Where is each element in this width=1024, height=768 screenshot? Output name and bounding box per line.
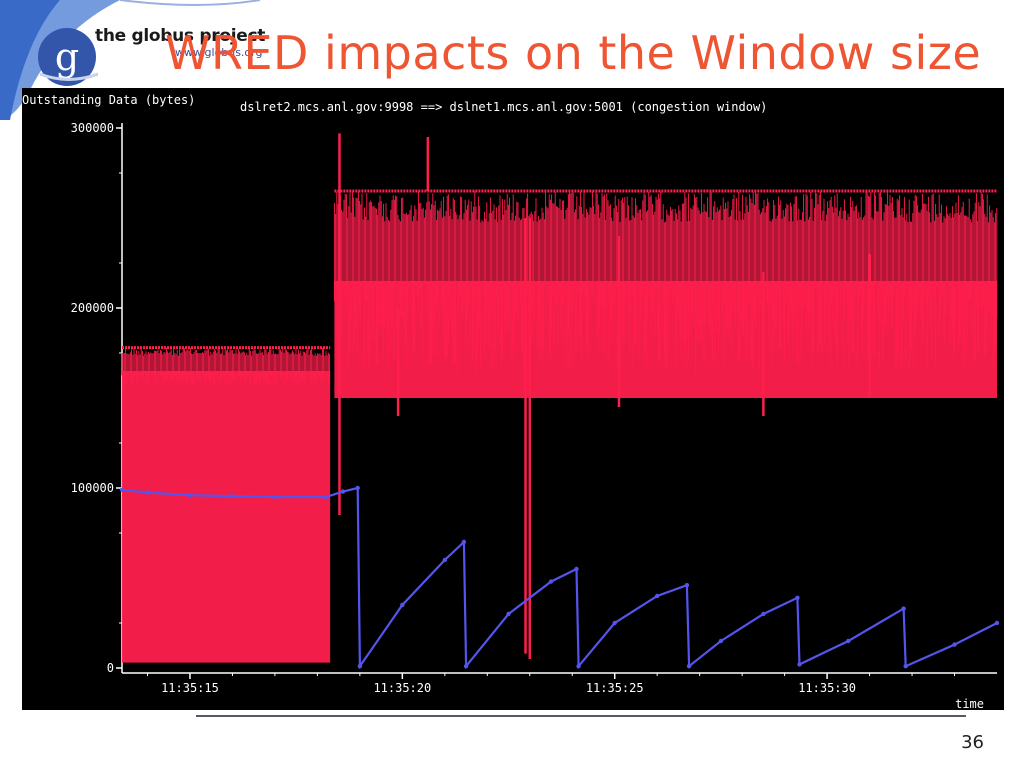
congestion-window-point: [655, 593, 660, 599]
congestion-window-point: [612, 620, 617, 626]
congestion-window-point: [272, 494, 278, 500]
y-tick-label: 0: [107, 661, 114, 675]
congestion-window-point: [230, 493, 235, 499]
congestion-window-point: [994, 620, 1000, 626]
congestion-window-point: [461, 539, 467, 545]
congestion-window-chart: Outstanding Data (bytes) dslret2.mcs.anl…: [22, 93, 1000, 710]
congestion-window-point: [574, 566, 579, 572]
globus-logo: g: [38, 28, 98, 86]
chart-panel: Outstanding Data (bytes) dslret2.mcs.anl…: [22, 88, 1004, 710]
y-axis-label: Outstanding Data (bytes): [22, 93, 195, 107]
brand-name: the globus project: [95, 26, 266, 46]
congestion-window-point: [903, 664, 908, 669]
x-tick-label: 11:35:30: [798, 681, 856, 695]
congestion-window-point: [506, 611, 511, 617]
footer-divider: [196, 715, 966, 717]
congestion-window-point: [187, 493, 193, 498]
congestion-window-point: [355, 485, 360, 491]
x-tick-label: 11:35:20: [373, 681, 431, 695]
congestion-window-point: [718, 638, 724, 644]
y-tick-label: 300000: [71, 121, 114, 135]
congestion-window-point: [846, 638, 851, 644]
outstanding-data-samples: [121, 347, 331, 386]
congestion-window-series: [119, 485, 1000, 670]
congestion-window-point: [145, 490, 150, 495]
congestion-window-point: [686, 664, 692, 669]
outstanding-data-samples: [333, 191, 998, 375]
congestion-window-point: [576, 664, 581, 669]
brand-url: www.globus.org: [175, 46, 263, 59]
congestion-window-point: [795, 595, 800, 600]
x-axis-label: time: [955, 697, 984, 710]
outstanding-data-series: [121, 133, 998, 663]
x-tick-label: 11:35:25: [586, 681, 644, 695]
page-number: 36: [961, 732, 984, 753]
slide-title: WRED impacts on the Window size: [165, 26, 982, 80]
congestion-window-point: [357, 664, 363, 669]
congestion-window-point: [119, 487, 125, 492]
congestion-window-point: [442, 557, 447, 563]
y-tick-label: 200000: [71, 301, 114, 315]
congestion-window-point: [684, 583, 690, 588]
congestion-window-point: [463, 664, 469, 669]
congestion-window-point: [340, 489, 346, 494]
congestion-window-line: [121, 486, 998, 670]
congestion-window-point: [952, 642, 957, 647]
congestion-window-point: [400, 602, 405, 608]
outstanding-data-band: [122, 371, 331, 663]
axis-ticks: 0 100000 200000 300000 11:35:15 11:35:20 11:35…: [71, 121, 956, 695]
congestion-window-point: [901, 606, 906, 611]
congestion-window-point: [548, 579, 554, 584]
y-tick-label: 100000: [71, 481, 114, 495]
x-tick-label: 11:35:15: [161, 681, 219, 695]
logo-letter: g: [55, 35, 79, 79]
plot-area: [119, 133, 1000, 670]
congestion-window-point: [761, 611, 766, 617]
congestion-window-point: [797, 662, 802, 667]
chart-title: dslret2.mcs.anl.gov:9998 ==> dslnet1.mcs…: [240, 100, 767, 114]
congestion-window-point: [323, 494, 329, 500]
